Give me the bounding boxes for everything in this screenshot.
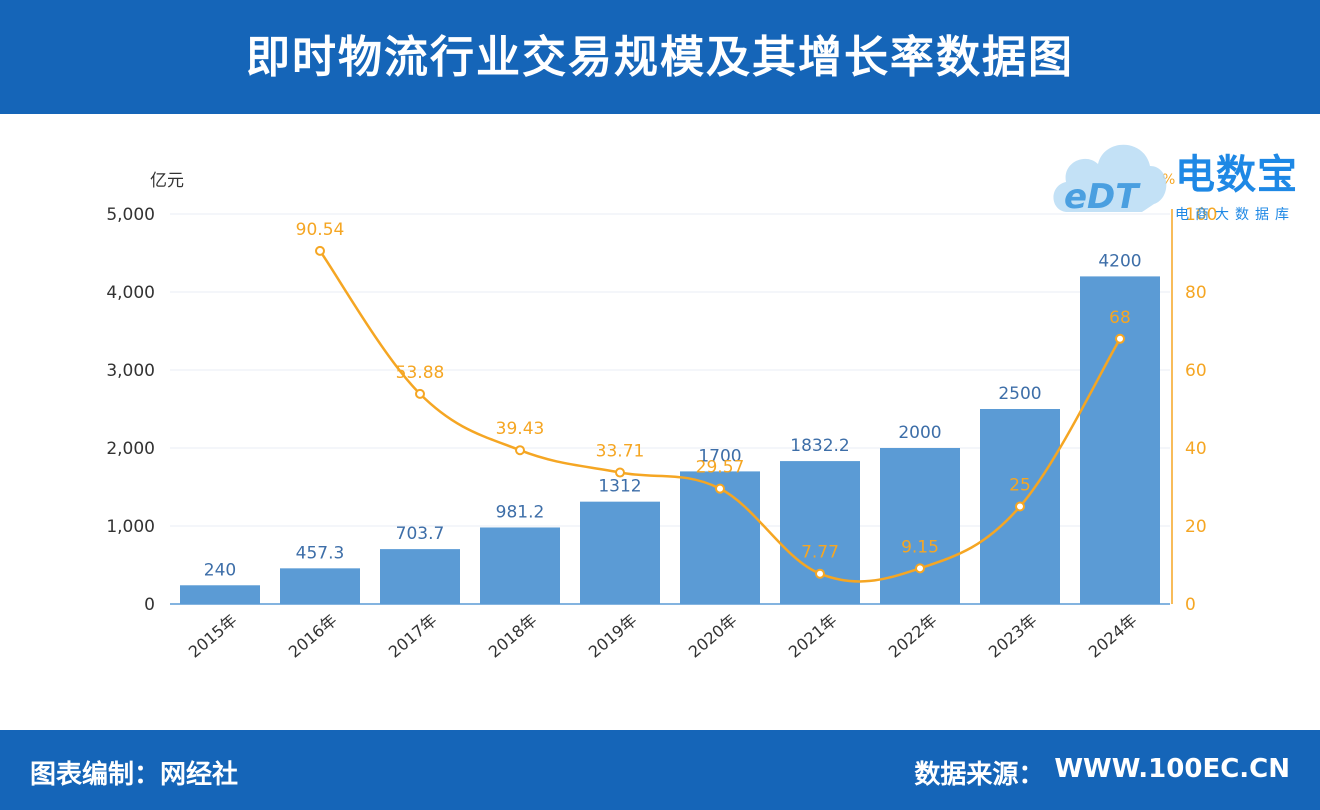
y-right-tick-label: 60	[1185, 361, 1207, 381]
growth-rate-label: 29.57	[696, 458, 745, 478]
growth-rate-line	[318, 250, 1122, 583]
growth-rate-label: 7.77	[801, 543, 839, 563]
growth-rate-label: 53.88	[396, 363, 445, 383]
growth-rate-point	[415, 388, 425, 399]
bar	[180, 585, 260, 604]
growth-rate-label: 68	[1109, 308, 1131, 328]
bar	[380, 549, 460, 604]
y-right-tick-label: 100	[1185, 205, 1217, 225]
bar-value-label: 240	[204, 560, 236, 580]
bar-value-label: 1700	[698, 446, 741, 466]
x-tick-label: 2016年	[285, 611, 341, 662]
bar	[580, 501, 660, 604]
cloud-logo-icon: eDT	[1053, 144, 1167, 217]
edt-logo: eDT 电数宝 电商大数据库	[1040, 120, 1315, 230]
y-left-tick-label: 3,000	[106, 361, 155, 381]
y-left-tick-label: 4,000	[106, 283, 155, 303]
growth-rate-point	[515, 445, 525, 456]
combo-chart: 0 1,000 2,000 3,000 4,000 5,000 0 20 40 60 80 100 亿元…	[106, 171, 1217, 662]
x-tick-label: 2019年	[585, 611, 641, 662]
x-tick-label: 2015年	[185, 611, 241, 662]
growth-rate-point	[1115, 333, 1125, 344]
x-tick-label: 2022年	[885, 611, 941, 662]
bar-value-label: 1832.2	[790, 436, 849, 456]
y-right-tick-label: 0	[1185, 595, 1196, 615]
logo-brand: 电数宝	[1175, 152, 1298, 198]
y-left-tick-label: 2,000	[106, 439, 155, 459]
y-left-tick-label: 1,000	[106, 517, 155, 537]
x-tick-label: 2023年	[985, 611, 1041, 662]
bar-value-label: 703.7	[396, 524, 445, 544]
bar-value-label: 457.3	[296, 543, 345, 563]
growth-rate-point	[1015, 501, 1025, 512]
bar-value-label: 1312	[598, 477, 641, 497]
chart-header: 即时物流行业交易规模及其增长率数据图	[0, 0, 1320, 114]
x-tick-label: 2017年	[385, 611, 441, 662]
y-right-tick-label: 40	[1185, 439, 1207, 459]
bar	[480, 527, 560, 604]
growth-rate-label: 90.54	[296, 220, 345, 240]
growth-rate-point	[315, 245, 325, 256]
footer-compiler: 图表编制：网经社	[30, 760, 239, 790]
growth-rate-point	[915, 563, 925, 574]
y-left-tick-label: 0	[144, 595, 155, 615]
growth-rate-label: 33.71	[596, 442, 645, 462]
y-left-tick-label: 5,000	[106, 205, 155, 225]
y-left-unit: 亿元	[150, 171, 184, 191]
growth-rate-point	[715, 483, 725, 494]
x-tick-label: 2024年	[1085, 611, 1141, 662]
growth-rate-point	[815, 568, 825, 579]
y-right-tick-label: 80	[1185, 283, 1207, 303]
growth-rate-label: 25	[1009, 476, 1031, 496]
bar-value-label: 2000	[898, 423, 941, 443]
x-tick-label: 2020年	[685, 611, 741, 662]
bar	[1080, 276, 1160, 604]
footer-source-link[interactable]: WWW.100EC.CN	[1054, 754, 1290, 784]
bar	[880, 448, 960, 604]
x-tick-label: 2018年	[485, 611, 541, 662]
chart-title: 即时物流行业交易规模及其增长率数据图	[246, 32, 1074, 83]
bar-value-label: 2500	[998, 384, 1041, 404]
footer-source-label: 数据来源：	[914, 760, 1045, 790]
logo-subtitle: 电商大数据库	[1175, 207, 1295, 223]
growth-rate-label: 39.43	[496, 419, 545, 439]
x-tick-label: 2021年	[785, 611, 841, 662]
bar	[280, 568, 360, 604]
growth-rate-label: 9.15	[901, 537, 939, 557]
bar-value-label: 981.2	[496, 502, 545, 522]
logo-mark: eDT	[1064, 177, 1141, 217]
y-right-tick-label: 20	[1185, 517, 1207, 537]
footer-source: 数据来源： WWW.100EC.CN	[914, 754, 1290, 791]
growth-rate-point	[615, 467, 625, 478]
chart-footer: 图表编制：网经社 数据来源： WWW.100EC.CN	[0, 730, 1320, 810]
chart-area: 0 1,000 2,000 3,000 4,000 5,000 0 20 40 60 80 100 亿元…	[0, 114, 1320, 730]
bar-value-label: 4200	[1098, 251, 1141, 271]
bar	[780, 461, 860, 604]
